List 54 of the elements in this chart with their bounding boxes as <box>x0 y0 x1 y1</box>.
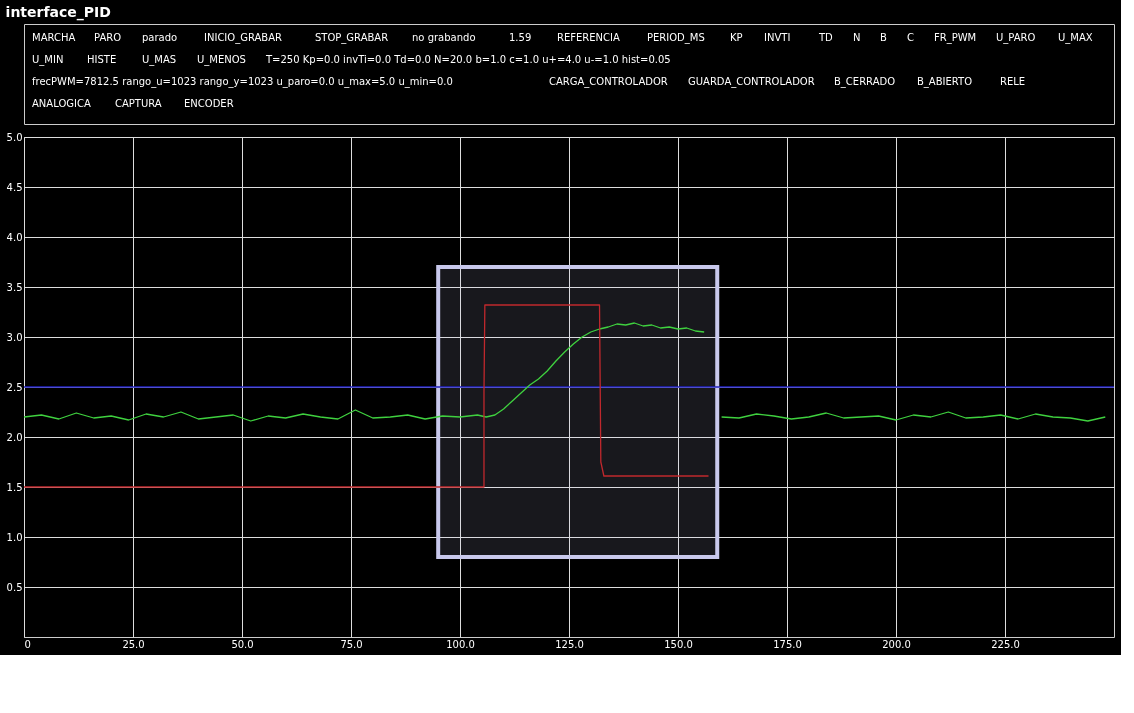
x-tick-label: 125.0 <box>555 638 584 650</box>
text: T=250 Kp=0.0 invTi=0.0 Td=0.0 N=20.0 b=1.0 c=1.0 u+=4.0 u-=1.0 hist=0.05 <box>265 54 671 65</box>
y-tick-label: 4.0 <box>6 231 23 243</box>
text: MARCHA <box>32 32 76 43</box>
y-tick-label: 1.0 <box>6 531 23 543</box>
x-tick-label: 225.0 <box>991 638 1020 650</box>
text: FR_PWM <box>934 32 977 44</box>
y-tick-label: 3.0 <box>6 331 23 343</box>
text: N <box>853 32 861 43</box>
text: parado <box>142 32 178 43</box>
text: ANALOGICA <box>32 98 91 109</box>
text: PERIOD_MS <box>647 32 705 44</box>
text: B_CERRADO <box>834 76 896 88</box>
y-tick-label: 3.5 <box>6 281 23 293</box>
text: RELE <box>1000 76 1026 87</box>
text: GUARDA_CONTROLADOR <box>688 76 815 88</box>
text: INICIO_GRABAR <box>204 32 283 44</box>
x-tick-label: 175.0 <box>773 638 802 650</box>
text: PARO <box>94 32 122 43</box>
text: CAPTURA <box>115 98 162 109</box>
y-tick-label: 0.5 <box>6 581 23 593</box>
y-tick-label: 5.0 <box>6 131 23 143</box>
text: frecPWM=7812.5 rango_u=1023 rango_y=1023 u_paro=0.0 u_max=5.0 u_min=0.0 <box>32 76 453 88</box>
text: U_MENOS <box>197 54 246 66</box>
text: 1.59 <box>509 32 532 43</box>
x-tick-label: 200.0 <box>882 638 911 650</box>
x-tick-label: 150.0 <box>664 638 693 650</box>
x-tick-label: 75.0 <box>340 638 363 650</box>
text: C <box>907 32 914 43</box>
text: INVTI <box>764 32 791 43</box>
text: U_PARO <box>996 32 1036 44</box>
y-tick-label: 4.5 <box>6 181 23 193</box>
text: STOP_GRABAR <box>315 32 389 44</box>
text: no grabando <box>412 32 476 43</box>
text: KP <box>730 32 743 43</box>
y-tick-label: 1.5 <box>6 481 23 493</box>
x-tick-label: 0 <box>24 638 31 650</box>
x-tick-label: 25.0 <box>122 638 145 650</box>
text: HISTE <box>87 54 117 65</box>
y-tick-label: 2.5 <box>6 381 23 393</box>
text: U_MIN <box>32 54 64 66</box>
x-tick-label: 50.0 <box>231 638 254 650</box>
x-tick-label: 100.0 <box>446 638 475 650</box>
line-series <box>23 304 710 488</box>
text: B <box>880 32 887 43</box>
chart-title: interface_PID <box>5 3 111 21</box>
text: U_MAX <box>1058 32 1093 44</box>
text: B_ABIERTO <box>917 76 973 88</box>
text: TD <box>818 32 834 43</box>
text: REFERENCIA <box>557 32 621 43</box>
text: CARGA_CONTROLADOR <box>549 76 668 88</box>
text: ENCODER <box>184 98 234 109</box>
text: U_MAS <box>142 54 177 66</box>
y-tick-label: 2.0 <box>6 431 23 443</box>
